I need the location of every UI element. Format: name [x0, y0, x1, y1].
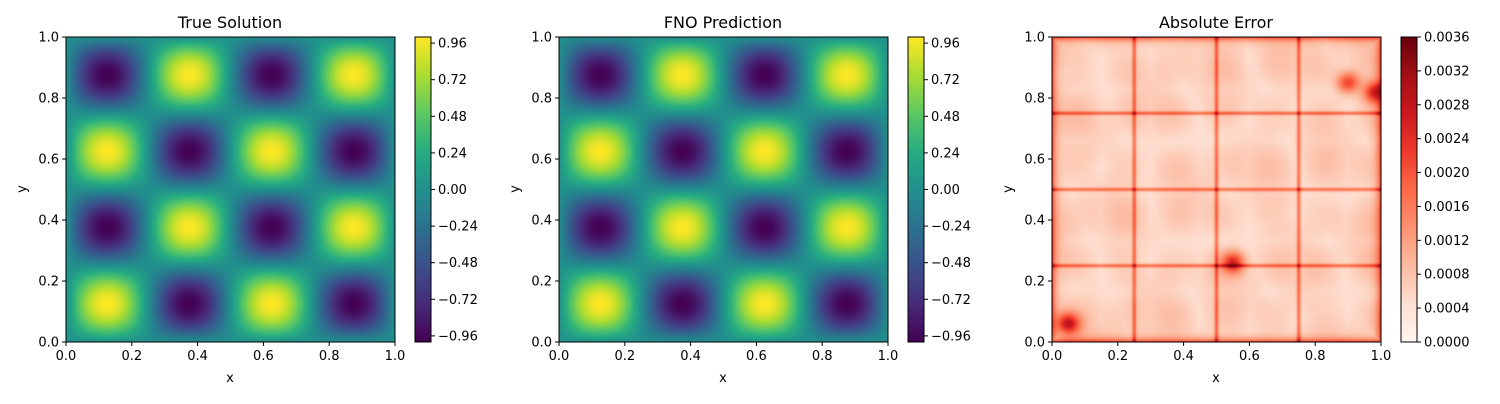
x-tick-label: 0.6	[746, 349, 767, 364]
y-tick-label: 0.6	[38, 153, 59, 168]
x-tick-label: 0.4	[187, 349, 208, 364]
y-tick-label: 0.2	[531, 275, 552, 290]
colorbar-tick-label: −0.72	[931, 293, 971, 308]
y-tick-label: 0.4	[38, 214, 59, 229]
colorbar-tick-label: 0.96	[438, 37, 467, 52]
plot-frame	[65, 36, 396, 343]
colorbar-tick-label: 0.0008	[1424, 268, 1470, 283]
x-tick-label: 1.0	[878, 349, 899, 364]
colorbar	[415, 37, 431, 342]
y-tick-label: 0.4	[531, 214, 552, 229]
colorbar-tick-label: −0.96	[931, 329, 971, 344]
colorbar-tick-label: 0.0016	[1424, 200, 1470, 215]
x-axis-ticks: 0.0 0.2 0.4 0.6 0.8 1.0	[549, 342, 899, 364]
colorbar-tick-label: −0.48	[931, 256, 971, 271]
panel-true-solution: True Solution 0.0 0.2 0.4 0.6 0.8 1.0 0.00.20…	[15, 13, 478, 386]
chart-title: FNO Prediction	[664, 13, 782, 32]
colorbar-tick-label: 0.96	[931, 37, 960, 52]
colorbar-ticks: 0.96 0.72 0.48 0.24 0.00 −0.24 −0.48 −0.72 −0.96	[924, 37, 971, 344]
y-axis-label: y	[15, 185, 30, 193]
colorbar-tick-label: 0.00	[438, 183, 467, 198]
colorbar-tick-label: 0.00	[931, 183, 960, 198]
colorbar-tick-label: −0.72	[438, 293, 478, 308]
x-tick-label: 1.0	[1371, 349, 1392, 364]
x-axis-label: x	[226, 371, 234, 386]
heatmap-image	[559, 37, 888, 342]
colorbar-tick-label: 0.0028	[1424, 98, 1470, 113]
colorbar-frame	[1400, 36, 1418, 343]
colorbar	[908, 37, 924, 342]
y-tick-label: 0.0	[1024, 336, 1045, 351]
chart-title: Absolute Error	[1159, 13, 1273, 32]
x-tick-label: 0.2	[121, 349, 142, 364]
y-tick-label: 0.8	[38, 92, 59, 107]
colorbar-ticks: 0.96 0.72 0.48 0.24 0.00 −0.24 −0.48 −0.72 −0.96	[431, 37, 478, 344]
x-tick-label: 0.8	[812, 349, 833, 364]
colorbar-tick-label: 0.0024	[1424, 132, 1470, 147]
x-tick-label: 0.0	[549, 349, 570, 364]
plot-frame	[558, 36, 889, 343]
x-tick-label: 1.0	[385, 349, 406, 364]
y-axis-ticks: 0.0 0.2 0.4 0.6 0.8 1.0	[38, 31, 66, 351]
colorbar-tick-label: 0.0012	[1424, 234, 1470, 249]
x-tick-label: 0.8	[1305, 349, 1326, 364]
x-tick-label: 0.0	[56, 349, 77, 364]
y-tick-label: 0.8	[531, 92, 552, 107]
colorbar-tick-label: 0.72	[931, 73, 960, 88]
x-tick-label: 0.6	[1239, 349, 1260, 364]
y-tick-label: 1.0	[1024, 31, 1045, 46]
x-tick-label: 0.2	[614, 349, 635, 364]
y-axis-label: y	[1001, 185, 1016, 193]
colorbar-tick-label: 0.0032	[1424, 64, 1470, 79]
colorbar-tick-label: −0.96	[438, 329, 478, 344]
y-tick-label: 0.0	[38, 336, 59, 351]
y-tick-label: 0.2	[1024, 275, 1045, 290]
y-tick-label: 1.0	[38, 31, 59, 46]
colorbar-tick-label: 0.48	[931, 110, 960, 125]
heatmap-image	[66, 37, 395, 342]
colorbar-tick-label: −0.24	[931, 220, 971, 235]
colorbar-tick-label: 0.0000	[1424, 336, 1470, 351]
panel-fno-prediction: FNO Prediction 0.0 0.2 0.4 0.6 0.8 1.0 0.0 0.2…	[508, 13, 971, 386]
colorbar-tick-label: 0.24	[931, 146, 960, 161]
x-tick-label: 0.6	[253, 349, 274, 364]
colorbar	[1401, 37, 1417, 342]
colorbar-tick-label: −0.24	[438, 220, 478, 235]
x-tick-label: 0.0	[1042, 349, 1063, 364]
y-tick-label: 0.2	[38, 275, 59, 290]
x-axis-label: x	[1212, 371, 1220, 386]
x-tick-label: 0.2	[1107, 349, 1128, 364]
y-axis-ticks: 0.0 0.2 0.4 0.6 0.8 1.0	[1024, 31, 1052, 351]
plot-frame	[1051, 36, 1382, 343]
colorbar-tick-label: 0.72	[438, 73, 467, 88]
colorbar-ticks: 0.0036 0.0032 0.0028 0.0024 0.0020 0.0016 0.00…	[1417, 31, 1470, 351]
x-axis-label: x	[719, 371, 727, 386]
x-axis-ticks: 0.0 0.2 0.4 0.6 0.8 1.0	[56, 342, 406, 364]
heatmap-image	[1052, 37, 1381, 342]
x-axis-ticks: 0.0 0.2 0.4 0.6 0.8 1.0	[1042, 342, 1392, 364]
chart-title: True Solution	[177, 13, 282, 32]
x-tick-label: 0.8	[319, 349, 340, 364]
y-tick-label: 0.6	[531, 153, 552, 168]
colorbar-tick-label: 0.0036	[1424, 31, 1470, 46]
colorbar-tick-label: 0.48	[438, 110, 467, 125]
colorbar-tick-label: 0.0004	[1424, 302, 1470, 317]
x-tick-label: 0.4	[1173, 349, 1194, 364]
y-tick-label: 1.0	[531, 31, 552, 46]
y-tick-label: 0.0	[531, 336, 552, 351]
panel-absolute-error: Absolute Error 0.0 0.2 0.4 0.6 0.8 1.0 0.0 0.2…	[1001, 13, 1470, 386]
y-axis-ticks: 0.0 0.2 0.4 0.6 0.8 1.0	[531, 31, 559, 351]
y-axis-label: y	[508, 185, 523, 193]
colorbar-tick-label: 0.24	[438, 146, 467, 161]
y-tick-label: 0.6	[1024, 153, 1045, 168]
y-tick-label: 0.4	[1024, 214, 1045, 229]
y-tick-label: 0.8	[1024, 92, 1045, 107]
colorbar-tick-label: −0.48	[438, 256, 478, 271]
colorbar-tick-label: 0.0020	[1424, 166, 1470, 181]
x-tick-label: 0.4	[680, 349, 701, 364]
